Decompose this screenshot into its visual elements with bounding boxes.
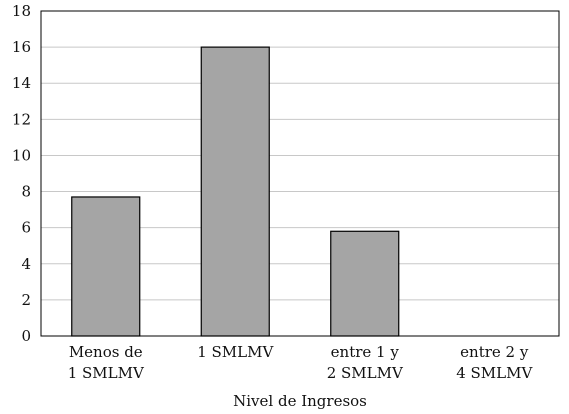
x-category-label: 2 SMLMV: [327, 364, 404, 382]
x-category-labels: Menos de 1 SMLMV 1 SMLMV entre 1 y 2 SMLMV en…: [68, 343, 534, 382]
y-tick-label: 14: [12, 74, 31, 92]
y-tick-label: 16: [12, 38, 31, 56]
x-category-label: entre 2 y: [460, 343, 529, 361]
y-tick-label: 0: [21, 327, 31, 345]
y-tick-label: 4: [21, 255, 31, 273]
y-tick-label: 18: [12, 2, 31, 20]
x-category-label: 1 SMLMV: [197, 343, 274, 361]
y-tick-label: 12: [12, 110, 31, 128]
x-axis-title: Nivel de Ingresos: [233, 392, 367, 410]
bar: [330, 230, 400, 337]
bars: [71, 46, 400, 337]
x-category-label: 4 SMLMV: [456, 364, 533, 382]
y-tick-label: 10: [12, 146, 31, 164]
x-category-label: Menos de: [69, 343, 143, 361]
y-tick-label: 2: [21, 291, 31, 309]
y-tick-labels: 0 2 4 6 8 10 12 14 16 18: [12, 2, 31, 345]
y-tick-label: 6: [21, 219, 31, 237]
y-tick-label: 8: [21, 183, 31, 201]
plot-frame: [40, 10, 560, 337]
bar: [71, 196, 141, 337]
bar: [200, 46, 270, 337]
x-category-label: 1 SMLMV: [68, 364, 145, 382]
x-category-label: entre 1 y: [331, 343, 400, 361]
